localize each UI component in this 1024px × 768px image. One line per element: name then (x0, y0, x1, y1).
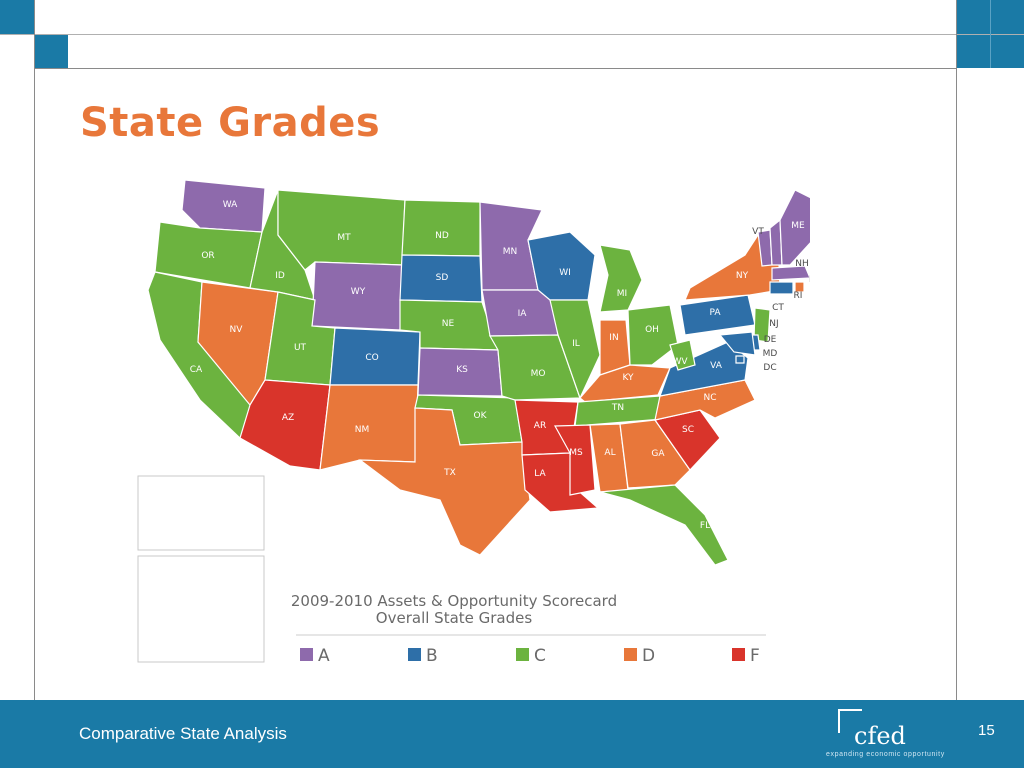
state-dc (735, 355, 745, 364)
cfed-logo: cfed expanding economic opportunity (824, 706, 944, 764)
state-label-ct: CT (772, 303, 784, 313)
state-ms (553, 424, 596, 496)
state-me (779, 189, 810, 266)
legend-swatch-f (732, 648, 745, 661)
frame-line-left (34, 0, 35, 768)
state-label-mt: MT (337, 233, 351, 243)
state-label-vt: VT (752, 227, 764, 237)
scorecard-title-line2: Overall State Grades (376, 609, 533, 627)
state-tx (358, 407, 531, 556)
legend-swatch-a (300, 648, 313, 661)
header-rule-top (0, 34, 1024, 35)
state-label-ne: NE (442, 319, 455, 329)
state-label-tn: TN (611, 403, 624, 413)
legend-swatch-c (516, 648, 529, 661)
state-label-ut: UT (294, 343, 307, 353)
state-label-va: VA (710, 361, 723, 371)
state-label-oh: OH (645, 325, 659, 335)
state-label-tx: TX (443, 468, 456, 478)
state-label-wy: WY (351, 287, 366, 297)
state-label-nc: NC (703, 393, 716, 403)
state-label-nh: NH (795, 259, 809, 269)
state-label-mn: MN (503, 247, 518, 257)
alaska-inset-frame (137, 555, 265, 663)
state-mi (599, 244, 643, 313)
state-label-co: CO (365, 353, 378, 363)
state-mt (277, 189, 406, 271)
state-wi (527, 231, 596, 301)
state-label-ms: MS (569, 448, 583, 458)
legend-swatch-b (408, 648, 421, 661)
frame-line-right-inner (990, 0, 991, 68)
state-label-nm: NM (355, 425, 370, 435)
state-ma (771, 265, 810, 281)
state-label-ca: CA (190, 365, 203, 375)
logo-bracket-icon (838, 709, 862, 733)
state-label-wa: WA (223, 200, 238, 210)
state-label-nv: NV (230, 325, 244, 335)
state-nj (753, 307, 771, 343)
state-label-il: IL (572, 339, 580, 349)
state-fl (599, 484, 729, 566)
state-label-md: MD (763, 349, 778, 359)
legend-swatch-d (624, 648, 637, 661)
corner-square-top-left-inner (34, 34, 68, 68)
state-label-fl: FL (700, 521, 710, 531)
footer-text: Comparative State Analysis (79, 724, 287, 743)
legend-label-d: D (642, 646, 655, 666)
state-oh (627, 304, 679, 366)
state-label-mi: MI (617, 289, 627, 299)
state-label-me: ME (791, 221, 805, 231)
state-label-wv: WV (672, 357, 688, 367)
state-ga (619, 419, 691, 489)
state-va (659, 341, 749, 397)
legend-label-b: B (426, 646, 438, 666)
state-label-wi: WI (559, 268, 571, 278)
state-label-la: LA (534, 469, 546, 479)
slide-title: State Grades (80, 100, 381, 146)
legend-label-c: C (534, 646, 546, 666)
state-label-in: IN (609, 333, 618, 343)
page-number: 15 (978, 722, 995, 739)
logo-wordmark: cfed (854, 722, 906, 750)
state-label-sc: SC (682, 425, 694, 435)
state-label-al: AL (604, 448, 615, 458)
state-label-ri: RI (794, 291, 803, 301)
state-label-id: ID (275, 271, 285, 281)
header-rule-bottom (34, 68, 956, 69)
state-label-nd: ND (435, 231, 449, 241)
state-label-ga: GA (651, 449, 665, 459)
state-label-ia: IA (518, 309, 528, 319)
logo-tagline: expanding economic opportunity (826, 751, 945, 758)
state-label-ok: OK (474, 411, 488, 421)
state-label-ar: AR (534, 421, 546, 431)
state-ct (769, 281, 794, 295)
state-label-nj: NJ (769, 319, 778, 329)
state-label-dc: DC (763, 363, 776, 373)
hawaii-inset-frame (137, 475, 265, 551)
state-label-az: AZ (282, 413, 294, 423)
us-state-grades-map: WAORCANVIDMTWYUTAZCONMNDSDNEKSOKTXMNIAMO… (137, 179, 810, 666)
state-md (718, 331, 756, 356)
scorecard-title-line1: 2009-2010 Assets & Opportunity Scorecard (291, 592, 617, 610)
state-label-sd: SD (436, 273, 449, 283)
state-il (549, 299, 601, 400)
legend-label-a: A (318, 646, 330, 666)
state-nd (401, 199, 481, 257)
state-label-ma: MA (809, 275, 810, 285)
footer-bar (0, 700, 1024, 768)
state-label-ky: KY (622, 373, 634, 383)
state-label-mo: MO (531, 369, 546, 379)
state-label-pa: PA (709, 308, 721, 318)
state-label-or: OR (201, 251, 214, 261)
state-ri (794, 281, 805, 293)
state-label-ny: NY (736, 271, 749, 281)
frame-line-right (956, 0, 957, 768)
state-label-ks: KS (456, 365, 468, 375)
corner-square-top-left (0, 0, 34, 34)
legend-label-f: F (750, 646, 760, 666)
state-wv (669, 339, 696, 371)
state-label-de: DE (764, 335, 777, 345)
